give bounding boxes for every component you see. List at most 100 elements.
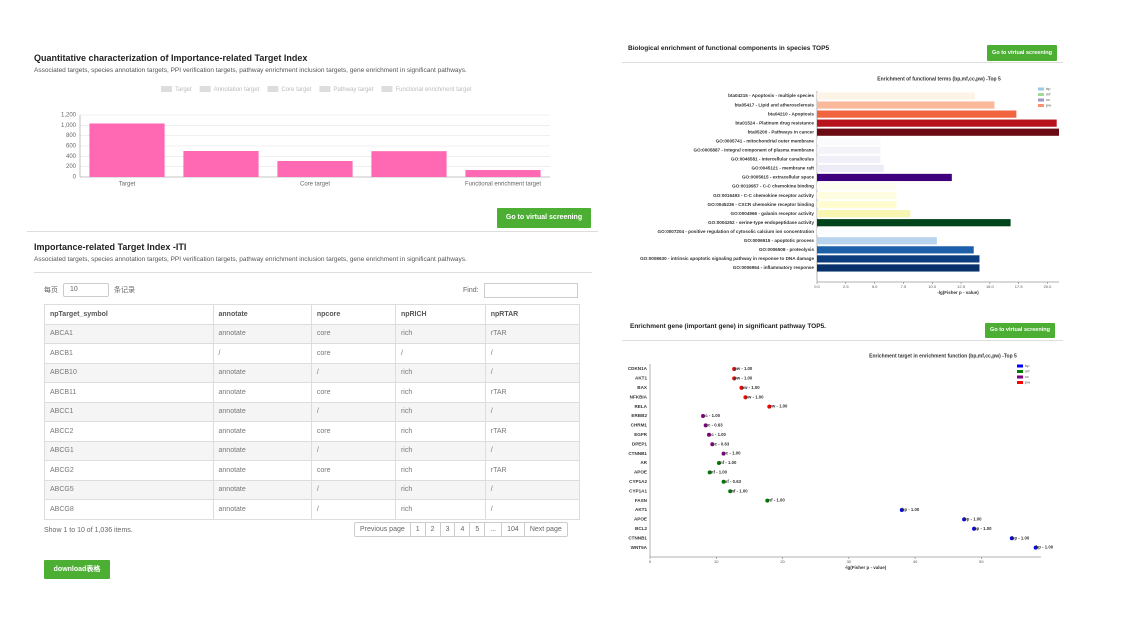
x-tick-label: 20.0 (1044, 284, 1053, 289)
dot (743, 395, 748, 400)
y-tick-label: 400 (66, 154, 77, 160)
panel-subtitle: Associated targets, species annotation t… (34, 67, 467, 74)
x-tick-label: 2.5 (843, 284, 849, 289)
per-page-select[interactable]: 10 (63, 283, 109, 297)
y-tick-label: 1,000 (61, 123, 77, 129)
page-link[interactable]: 3 (439, 523, 455, 536)
dot (728, 489, 733, 494)
column-header[interactable]: npRICH (394, 304, 486, 325)
virtual-screening-button[interactable]: Go to virtual screening (985, 323, 1055, 338)
table-cell: / (310, 362, 396, 383)
y-tick-label: GO:0045236 - CXCR chemokine receptor bin… (708, 202, 815, 207)
table-row: ABCB1/core / / (44, 343, 581, 364)
y-tick-label: DPEP1 (632, 441, 648, 446)
table-cell: / (484, 401, 581, 422)
bar (89, 123, 165, 177)
column-header[interactable]: npTarget_symbol (44, 304, 214, 325)
legend-swatch (267, 86, 279, 92)
table-row: ABCC1 annotate / rich / (44, 401, 581, 422)
table-cell: annotate (212, 323, 312, 344)
x-tick-label: 12.5 (957, 284, 966, 289)
table-row: ABCG2 annotate core rich rTAR (44, 460, 581, 481)
table-cell: annotate (212, 499, 312, 520)
page-link[interactable]: Previous page (360, 526, 405, 533)
search-control: Find: (463, 283, 578, 298)
legend-label: Target (175, 87, 192, 93)
dot (721, 451, 726, 456)
label: 条记录 (114, 287, 135, 294)
page-link[interactable]: 104 (501, 523, 524, 536)
page-link[interactable]: 4 (454, 523, 469, 536)
bar (277, 160, 353, 177)
bar (817, 119, 1057, 127)
dot (703, 423, 708, 428)
legend-label: bp (1046, 86, 1051, 91)
legend-swatch (1017, 375, 1023, 379)
y-tick-label: bta04210 - Apoptosis (768, 111, 814, 116)
y-tick-label: CTNNB1 (628, 535, 647, 540)
legend-label: pw (1046, 103, 1051, 108)
y-tick-label: GO:0046581 - intercellular canaliculus (731, 157, 814, 162)
download-button[interactable]: download表格 (44, 560, 110, 579)
x-tick-label: Target (119, 182, 136, 188)
table-cell: annotate (212, 479, 312, 500)
y-tick-label: GO:0004252 - serine-type endopeptidase a… (708, 220, 814, 225)
y-tick-label: 0 (73, 175, 77, 181)
y-tick-label: AKT1 (635, 376, 647, 381)
label: 每页 (44, 287, 58, 294)
table-cell: rTAR (484, 421, 581, 442)
y-tick-label: BAX (637, 385, 648, 390)
page-link[interactable]: 5 (469, 523, 484, 536)
legend-label: mf (1046, 92, 1051, 97)
y-tick-label: GO:0005887 - integral component of plasm… (694, 148, 815, 153)
data-table: npTarget_symbol annotate npcore npRICH npRTA… (44, 304, 581, 520)
page-link[interactable]: ... (484, 523, 501, 536)
virtual-screening-button[interactable]: Go to virtual screening (497, 208, 591, 228)
search-input[interactable] (483, 283, 578, 298)
point-label: pw - 1.00 (734, 366, 753, 371)
y-tick-label: GO:0004966 - galanin receptor activity (731, 211, 815, 216)
point-label: cc - 0.63 (712, 441, 730, 446)
dot (710, 442, 715, 447)
y-tick-label: FASN (635, 498, 648, 503)
legend-label: Annotation target (214, 87, 260, 93)
y-tick-label: GO:0016493 - C-C chemokine receptor acti… (713, 193, 814, 198)
panel-title: Quantitative characterization of Importa… (34, 53, 308, 63)
point-label: cc - 1.00 (709, 432, 727, 437)
virtual-screening-button[interactable]: Go to virtual screening (987, 45, 1057, 61)
y-tick-label: ERBB2 (631, 413, 647, 418)
bar (817, 228, 881, 236)
dot (707, 470, 712, 475)
pagination: Previous page 1 2 3 4 5... 104 Next page (354, 522, 568, 537)
dot (721, 479, 726, 484)
table-cell: / (310, 401, 396, 422)
page-link[interactable]: 2 (424, 523, 440, 536)
bar (817, 264, 980, 272)
x-tick-label: 0 (649, 559, 652, 564)
legend-label: Core target (281, 87, 311, 93)
y-tick-label: 600 (66, 144, 77, 150)
column-header[interactable]: annotate (212, 304, 312, 325)
bar (817, 219, 1011, 227)
y-tick-label: EGFR (634, 432, 647, 437)
bar (817, 210, 911, 218)
dot (899, 508, 904, 512)
dot (701, 414, 706, 418)
point-label: bp - 1.00 (902, 507, 920, 512)
y-tick-label: GO:0008630 - intrinsic apoptotic signali… (640, 256, 814, 261)
legend-swatch (1038, 87, 1044, 91)
page-link[interactable]: 1 (409, 523, 425, 536)
legend-label: cc (1046, 97, 1050, 102)
table-info: Show 1 to 10 of 1,036 items. (44, 527, 133, 534)
column-header[interactable]: npcore (310, 304, 396, 325)
x-tick-label: 7.5 (901, 284, 907, 289)
page-link[interactable]: Next page (523, 523, 567, 536)
bar (817, 173, 952, 182)
point-label: mf - 1.00 (719, 460, 737, 465)
y-tick-label: GO:0045121 - membrane raft (751, 166, 814, 171)
label: Find: (463, 287, 479, 294)
point-label: cc - 1.00 (703, 413, 721, 418)
dot (706, 432, 711, 437)
dot (732, 376, 737, 381)
y-tick-label: CHRM1 (631, 423, 648, 428)
